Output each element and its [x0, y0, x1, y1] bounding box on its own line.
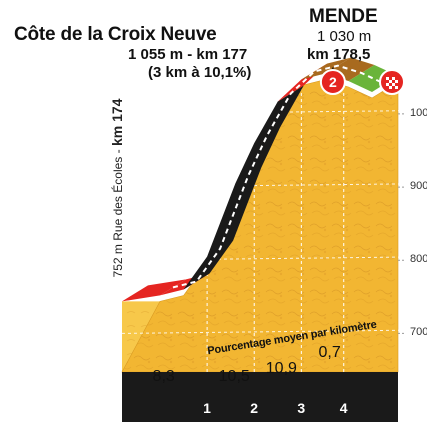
- start-label-text: 752 m Rue des Écoles -: [111, 146, 125, 278]
- finish-altitude: 1 030 m: [317, 28, 372, 45]
- km-marker-label: 3: [297, 400, 306, 416]
- checkered-square: [389, 83, 392, 86]
- finish-km: km 178,5: [307, 46, 371, 63]
- checkered-square: [386, 80, 389, 83]
- checkered-square: [392, 86, 395, 89]
- segment-gradient-label: 8,3: [152, 368, 175, 385]
- altitude-tick-label: 1000 m: [410, 106, 427, 119]
- checkered-square: [395, 83, 398, 86]
- altitude-gridline: [121, 256, 405, 261]
- checkered-square: [392, 83, 395, 86]
- base-band: [122, 372, 398, 422]
- checkered-square: [395, 77, 398, 80]
- road-centre-line: [172, 64, 386, 289]
- altitude-gridline: [121, 110, 405, 115]
- start-km: km 174: [109, 98, 125, 147]
- checkered-square: [389, 80, 392, 83]
- climb-gradient: (3 km à 10,1%): [148, 64, 252, 81]
- km-marker-label: 1: [203, 400, 211, 416]
- altitude-tick-label: 800 m: [410, 253, 427, 266]
- km-marker-label: 2: [250, 400, 259, 416]
- checkered-square: [386, 86, 389, 89]
- climb-name: Côte de la Croix Neuve: [14, 24, 217, 45]
- checkered-square: [395, 86, 398, 89]
- segment-gradient-label: 10,9: [265, 360, 297, 377]
- climb-altitude-km: 1 055 m - km 177: [128, 46, 248, 63]
- finish-name: MENDE: [309, 6, 378, 27]
- altitude-gridline: [121, 329, 405, 334]
- segment-gradient-label: 0,7: [318, 344, 341, 361]
- start-label: 752 m Rue des Écoles - km 174: [109, 99, 125, 278]
- checkered-square: [389, 77, 392, 80]
- checkered-square: [395, 80, 398, 83]
- km-marker-label: 4: [339, 400, 348, 416]
- checkered-square: [386, 77, 389, 80]
- altitude-tick-label: 700 m: [410, 326, 427, 339]
- category-2-climb-icon: [319, 69, 346, 95]
- checkered-square: [392, 80, 395, 83]
- altitude-tick-label: 900 m: [410, 180, 427, 193]
- segment-gradient-label: 10,5: [218, 368, 250, 385]
- climb-category-text: 2: [329, 74, 337, 90]
- checkered-square: [392, 77, 395, 80]
- checkered-square: [386, 83, 389, 86]
- altitude-gridline: [121, 183, 405, 188]
- start-slab-top: [122, 279, 186, 302]
- checkered-square: [389, 86, 392, 89]
